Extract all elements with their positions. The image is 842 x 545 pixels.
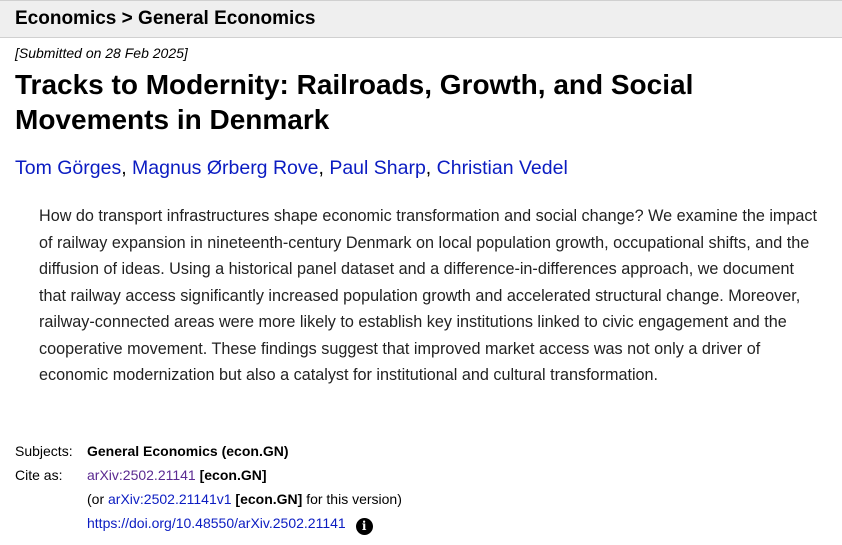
cite-category: [econ.GN] (199, 467, 267, 483)
abstract: How do transport infrastructures shape e… (39, 207, 817, 384)
submission-date: [Submitted on 28 Feb 2025] (15, 45, 188, 61)
author-separator: , (318, 157, 330, 179)
author-separator: , (425, 157, 437, 179)
author-link[interactable]: Christian Vedel (436, 157, 568, 179)
version-category: [econ.GN] (235, 491, 303, 507)
author-link[interactable]: Tom Görges (15, 157, 122, 179)
doi-link[interactable]: https://doi.org/10.48550/arXiv.2502.2114… (87, 515, 346, 531)
version-row: (or arXiv:2502.21141v1 [econ.GN] for thi… (15, 491, 402, 507)
info-icon[interactable]: i (355, 518, 373, 535)
doi-row: https://doi.org/10.48550/arXiv.2502.2114… (15, 515, 373, 535)
subjects-label: Subjects: (15, 443, 73, 459)
breadcrumb-subcategory-link[interactable]: General Economics (138, 8, 316, 29)
header-bar: Economics > General Economics (0, 0, 842, 38)
breadcrumb-separator: > (121, 8, 133, 29)
breadcrumb: Economics > General Economics (15, 8, 315, 30)
author-separator: , (121, 157, 133, 179)
paper-title: Tracks to Modernity: Railroads, Growth, … (15, 69, 694, 135)
breadcrumb-category-link[interactable]: Economics (15, 8, 117, 29)
version-suffix: for this version) (306, 491, 402, 507)
cite-label: Cite as: (15, 467, 63, 483)
author-link[interactable]: Magnus Ørberg Rove (132, 157, 319, 179)
author-link[interactable]: Paul Sharp (329, 157, 426, 179)
subjects-value: General Economics (econ.GN) (87, 443, 289, 459)
cite-row: Cite as: arXiv:2502.21141 [econ.GN] (15, 467, 267, 483)
cite-arxiv-link[interactable]: arXiv:2502.21141 (87, 467, 196, 483)
version-arxiv-link[interactable]: arXiv:2502.21141v1 (108, 491, 232, 507)
version-prefix: (or (87, 491, 105, 507)
subjects-row: Subjects: General Economics (econ.GN) (15, 443, 289, 459)
author-list: Tom Görges, Magnus Ørberg Rove, Paul Sha… (15, 157, 568, 180)
